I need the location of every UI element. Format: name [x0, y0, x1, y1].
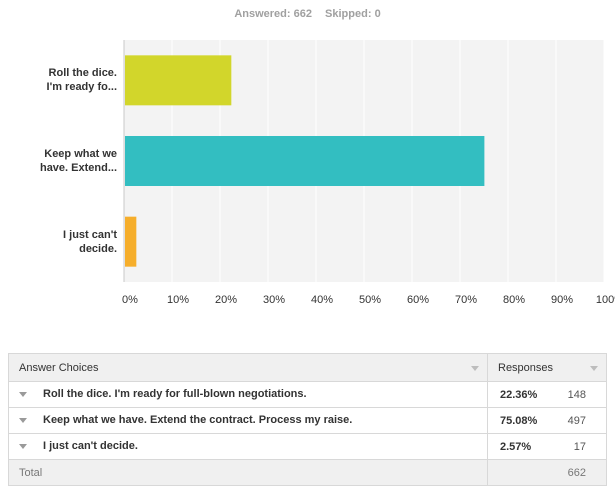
response-percent: 75.08% — [487, 407, 550, 434]
x-tick-label: 0% — [122, 294, 138, 306]
sort-arrow-icon[interactable] — [590, 365, 599, 371]
x-tick-label: 50% — [358, 294, 382, 306]
sort-arrow-icon[interactable] — [471, 365, 479, 371]
x-tick-label: 60% — [406, 294, 430, 306]
response-count: 497 — [549, 407, 608, 434]
total-row: Total 662 — [8, 459, 608, 486]
bar[interactable] — [125, 55, 232, 106]
total-label: Total — [8, 459, 488, 486]
bars — [125, 55, 485, 267]
answered-summary: Answered: 662 — [234, 8, 312, 20]
x-tick-label: 40% — [310, 294, 334, 306]
x-tick-label: 20% — [214, 294, 238, 306]
table-row: Keep what we have. Extend the contract. … — [8, 407, 608, 434]
answer-choice-label: I just can't decide. — [43, 440, 138, 453]
x-tick-label: 30% — [262, 294, 286, 306]
x-tick-label: 80% — [502, 294, 526, 306]
x-tick-label: 10% — [166, 294, 190, 306]
responses-header[interactable]: Responses — [486, 353, 608, 382]
bar[interactable] — [125, 136, 485, 186]
skipped-summary: Skipped: 0 — [325, 8, 381, 20]
response-count: 148 — [549, 381, 608, 408]
results-table: Answer Choices Responses Roll the dice. … — [8, 353, 608, 486]
response-percent: 22.36% — [487, 381, 550, 408]
answer-choices-header[interactable]: Answer Choices — [8, 353, 488, 382]
x-tick-label: 70% — [454, 294, 478, 306]
expand-arrow-icon[interactable] — [19, 444, 27, 450]
table-header-row: Answer Choices Responses — [8, 353, 608, 382]
response-count: 17 — [549, 433, 608, 460]
x-tick-label: 100% — [595, 294, 615, 306]
category-label: Roll the dice. I'm ready fo... — [46, 67, 117, 94]
response-summary: Answered: 662 Skipped: 0 — [0, 8, 615, 20]
bar-chart — [123, 40, 605, 282]
table-row: Roll the dice. I'm ready for full-blown … — [8, 381, 608, 408]
expand-arrow-icon[interactable] — [19, 392, 27, 398]
table-row: I just can't decide. 2.57% 17 — [8, 433, 608, 460]
x-tick-label: 90% — [550, 294, 574, 306]
response-percent: 2.57% — [487, 433, 550, 460]
bar[interactable] — [125, 216, 137, 267]
expand-arrow-icon[interactable] — [19, 418, 27, 424]
answer-choice-label: Roll the dice. I'm ready for full-blown … — [43, 388, 307, 401]
category-label: Keep what we have. Extend... — [39, 148, 117, 174]
answer-choice-label: Keep what we have. Extend the contract. … — [43, 414, 353, 427]
category-label: I just can't decide. — [63, 228, 117, 255]
total-count: 662 — [549, 459, 608, 486]
